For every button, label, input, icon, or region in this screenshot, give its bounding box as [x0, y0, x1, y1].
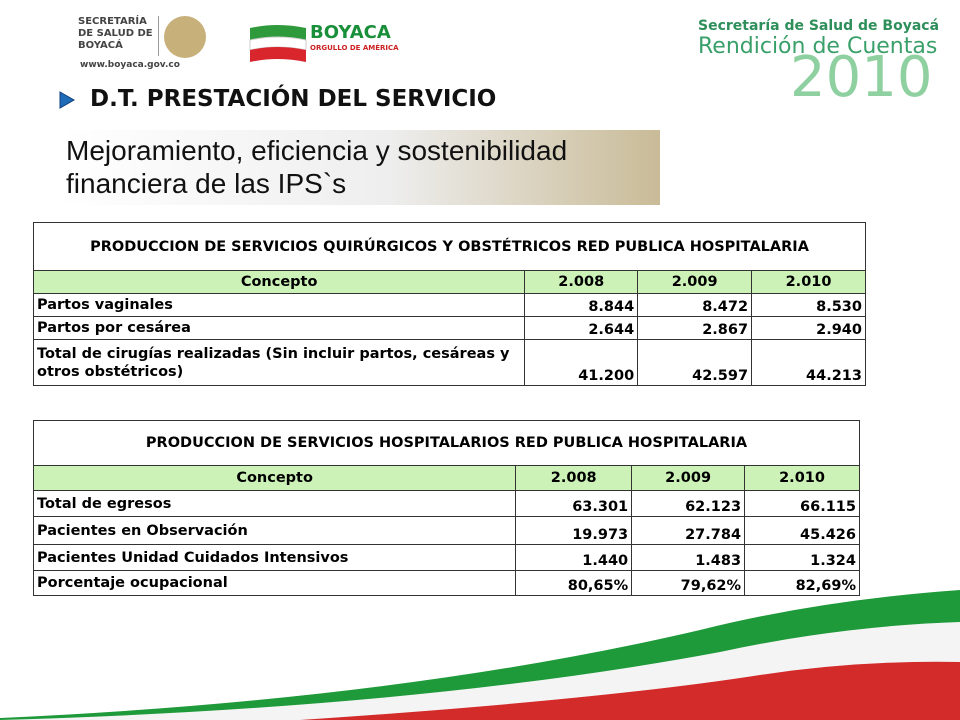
value-cell: 42.597 [637, 339, 753, 386]
value-cell: 66.115 [744, 490, 860, 517]
right-line2: Rendición de Cuentas [698, 34, 938, 59]
header-row: Concepto 2.008 2.009 2.010 [32, 270, 866, 294]
data-row: Pacientes en Observación 19.973 27.784 45.4… [32, 516, 860, 545]
column-header: 2.008 [515, 465, 633, 491]
title-row: PRODUCCION DE SERVICIOS QUIRÚRGICOS Y OB… [33, 222, 866, 271]
title-line: financiera de las IPS`s [66, 168, 347, 199]
data-row: Total de egresos 63.301 62.123 66.115 [32, 490, 860, 517]
header-row: Concepto 2.008 2.009 2.010 [32, 465, 860, 491]
table-title: PRODUCCION DE SERVICIOS QUIRÚRGICOS Y OB… [33, 222, 866, 271]
column-header: Concepto [32, 270, 526, 294]
title-row: PRODUCCION DE SERVICIOS HOSPITALARIOS RE… [33, 420, 860, 466]
header-band [0, 0, 960, 115]
title-line: Mejoramiento, eficiencia y sostenibilida… [66, 135, 568, 166]
data-row: Porcentaje ocupacional 80,65% 79,62% 82,69% [32, 570, 860, 596]
value-cell: 1.440 [515, 544, 633, 571]
concept-cell: Total de cirugías realizadas (Sin inclui… [32, 339, 526, 386]
concept-cell: Pacientes en Observación [32, 516, 517, 545]
value-cell: 19.973 [515, 516, 633, 545]
data-row: Partos vaginales 8.844 8.472 8.530 [32, 293, 866, 317]
flag-swoosh [0, 590, 960, 720]
concept-cell: Partos vaginales [32, 293, 526, 317]
concept-cell: Partos por cesárea [32, 316, 526, 340]
value-cell: 2.644 [524, 316, 639, 340]
value-cell: 1.483 [631, 544, 746, 571]
value-cell: 82,69% [744, 570, 860, 596]
value-cell: 63.301 [515, 490, 633, 517]
data-row: Partos por cesárea 2.644 2.867 2.940 [32, 316, 866, 340]
value-cell: 8.844 [524, 293, 639, 317]
flag-logo [249, 25, 307, 62]
value-cell: 62.123 [631, 490, 746, 517]
column-header: Concepto [32, 465, 517, 491]
arrow-icon [59, 91, 76, 109]
data-row: Total de cirugías realizadas (Sin inclui… [32, 339, 866, 386]
title-box: Mejoramiento, eficiencia y sostenibilida… [60, 130, 660, 205]
value-cell: 2.940 [751, 316, 866, 340]
logo-left: SECRETARÍA DE SALUD DE BOYACÁ [78, 16, 159, 56]
right-line1: Secretaría de Salud de Boyacá [698, 18, 940, 34]
column-header: 2.010 [744, 465, 860, 491]
table-title: PRODUCCION DE SERVICIOS HOSPITALARIOS RE… [33, 420, 860, 466]
value-cell: 2.867 [637, 316, 753, 340]
value-cell: 44.213 [751, 339, 866, 386]
website: www.boyaca.gov.co [80, 60, 180, 70]
value-cell: 8.530 [751, 293, 866, 317]
logo-center: BOYACA [310, 22, 391, 43]
value-cell: 45.426 [744, 516, 860, 545]
data-table: PRODUCCION DE SERVICIOS HOSPITALARIOS RE… [32, 420, 860, 596]
section-title: D.T. PRESTACIÓN DEL SERVICIO [90, 86, 497, 112]
value-cell: 8.472 [637, 293, 753, 317]
concept-cell: Porcentaje ocupacional [32, 570, 517, 596]
value-cell: 1.324 [744, 544, 860, 571]
value-cell: 41.200 [524, 339, 639, 386]
column-header: 2.008 [524, 270, 639, 294]
data-row: Pacientes Unidad Cuidados Intensivos 1.44… [32, 544, 860, 571]
logo-center-sub: ORGULLO DE AMÉRICA [310, 44, 399, 52]
concept-cell: Pacientes Unidad Cuidados Intensivos [32, 544, 517, 571]
right-year: 2010 [790, 45, 933, 110]
value-cell: 79,62% [631, 570, 746, 596]
column-header: 2.009 [631, 465, 746, 491]
column-header: 2.010 [751, 270, 866, 294]
value-cell: 27.784 [631, 516, 746, 545]
value-cell: 80,65% [515, 570, 633, 596]
data-table: PRODUCCION DE SERVICIOS QUIRÚRGICOS Y OB… [32, 222, 866, 386]
concept-cell: Total de egresos [32, 490, 517, 517]
emblem [164, 16, 206, 58]
column-header: 2.009 [637, 270, 753, 294]
